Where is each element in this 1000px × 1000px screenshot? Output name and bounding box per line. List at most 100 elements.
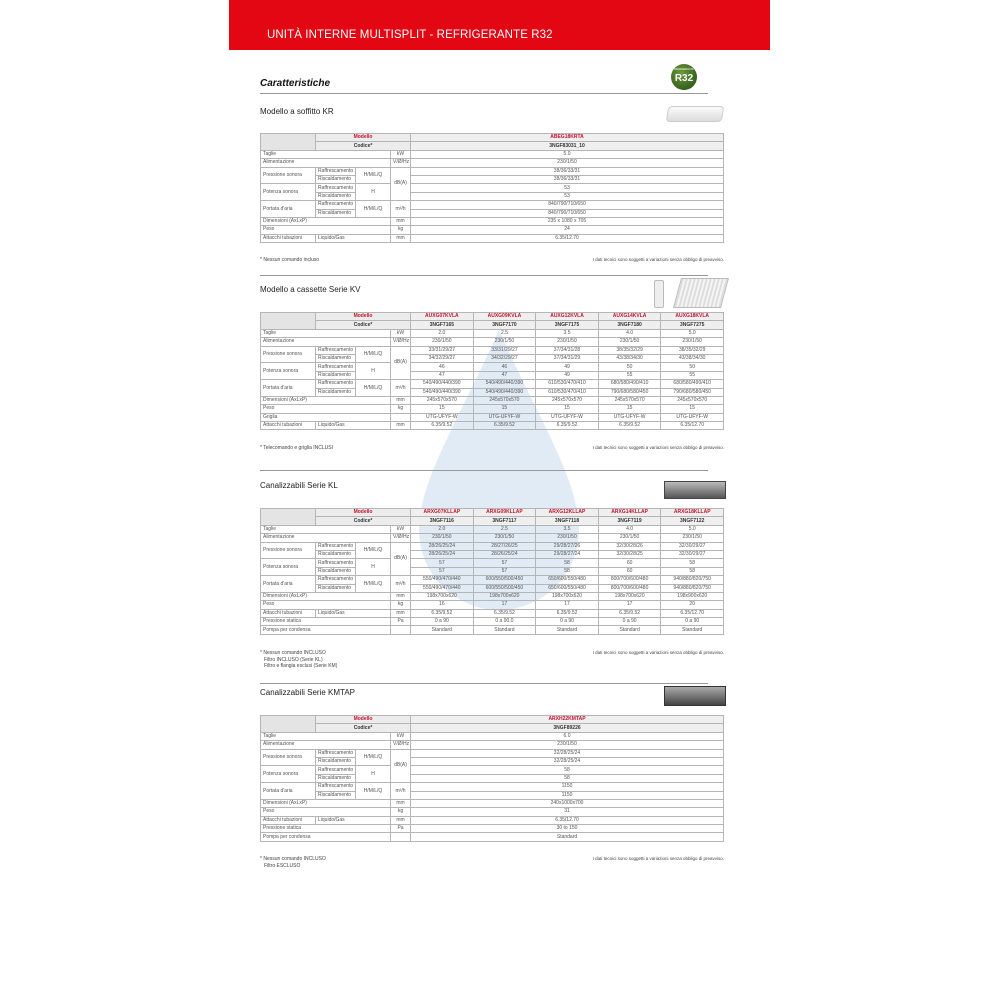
spec-value: 58 — [535, 558, 599, 568]
header-banner: UNITÀ INTERNE MULTISPLIT - REFRIGERANTE … — [229, 0, 770, 50]
divider — [260, 470, 708, 471]
spec-value: 790/680/580/450 — [660, 387, 724, 397]
row-label: Taglie — [260, 731, 391, 742]
spec-value: 540/490/440/390 — [472, 387, 537, 397]
table-row: Pressione sonora Raffrescamento H/M/L/Q dB(… — [260, 345, 724, 381]
table-row: Pompa per condensa Standard Standard Standa… — [260, 625, 724, 635]
spec-value: 790/680/580/450 — [597, 387, 662, 397]
spec-value: 230/1/50 — [410, 158, 724, 168]
spec-value: 1150 — [410, 782, 724, 792]
spec-value: 58 — [660, 566, 724, 577]
table-header-row: Modello ARXG07KLLAP ARXG09KLLAP ARXG12KLLAP… — [260, 507, 724, 526]
row-sublabel: Liquido/Gas — [315, 421, 391, 431]
row-mode: H — [355, 765, 391, 784]
row-sublabel: Raffrescamento — [315, 362, 356, 372]
header-blank-cell — [260, 133, 316, 151]
table-row: Alimentazione V/Ø/Hz 230/1/50 230/1/50 230/1… — [260, 533, 724, 543]
spec-table: Modello ABEG18KRTA Codice* 3NGF83031_10 Tagl… — [260, 132, 724, 244]
row-unit: dB(A) — [389, 541, 412, 577]
row-sublabel: Raffrescamento — [315, 541, 356, 551]
spec-value: 50 — [597, 362, 662, 372]
spec-value: 230/1/50 — [410, 740, 724, 750]
spec-value: 5.0 — [660, 328, 724, 339]
spec-value: 198x700x620 — [535, 591, 599, 602]
spec-value: UTG-UFYF-W — [535, 412, 599, 423]
row-label: Pressione sonora — [260, 345, 316, 364]
table-row: Pressione statica Pa 0 a 90 0 a 90.0 0 a 90 0… — [260, 617, 724, 627]
code-label: Codice* — [314, 516, 412, 526]
spec-value: 47 — [410, 370, 474, 381]
row-unit: mm — [389, 233, 412, 244]
spec-value: 6.35/9.52 — [410, 608, 474, 619]
row-sublabel: Riscaldamento — [315, 208, 356, 218]
table-row: Attacchi tubazioni Liquido/Gas mm 6.35/9.52… — [260, 421, 724, 431]
table-header-row: Modello ARXH22KMTAP — [260, 714, 724, 733]
row-sublabel: Liquido/Gas — [315, 233, 391, 244]
model-name: AUXG18KVLA — [660, 311, 724, 322]
table-row: Riscaldamento 57 57 58 60 58 — [261, 566, 724, 577]
table-row: Riscaldamento 550/490/470/440 600/550/500/… — [261, 583, 724, 593]
row-mode: H/M/L/Q — [355, 541, 391, 560]
divider — [260, 275, 708, 276]
spec-value: Standard — [660, 625, 724, 635]
spec-value: 2.0 — [410, 328, 474, 339]
table-row: Riscaldamento 840/790/710/650 — [261, 208, 724, 218]
product-code: 3NGF7275 — [660, 320, 724, 330]
spec-value: 2.0 — [410, 524, 474, 535]
row-label: Pressione statica — [260, 824, 391, 834]
model-name: ARXG12KLLAP — [535, 507, 599, 518]
row-label: Taglie — [260, 149, 391, 160]
disclaimer: I dati tecnici sono soggetti a variazion… — [592, 650, 724, 655]
model-name: AUXG14KVLA — [597, 311, 662, 322]
spec-value: 230/1/50 — [410, 533, 474, 543]
spec-table: Modello AUXG07KVLA AUXG09KVLA AUXG12KVLA AUX… — [260, 311, 724, 431]
spec-value: 17 — [535, 600, 599, 610]
spec-value: 34/32/29/27 — [472, 353, 537, 364]
product-code: 3NGF7118 — [535, 516, 599, 526]
row-sublabel: Riscaldamento — [315, 370, 356, 381]
row-sublabel: Raffrescamento — [315, 765, 356, 775]
spec-table: Modello ARXG07KLLAP ARXG09KLLAP ARXG12KLLAP… — [260, 507, 724, 635]
spec-value: 57 — [472, 558, 537, 568]
row-unit: Pa — [389, 824, 412, 834]
row-unit: V/Ø/Hz — [389, 158, 412, 168]
footnote-line: Filtro ESCLUSO — [264, 862, 301, 869]
spec-value: 15 — [472, 404, 537, 414]
spec-value: 230/1/50 — [535, 337, 599, 347]
spec-value: Standard — [410, 625, 474, 635]
table-row: Riscaldamento 28/26/25/24 28/26/25/24 29/28… — [261, 549, 724, 560]
row-sublabel: Liquido/Gas — [315, 815, 391, 826]
spec-value: 240x1000x700 — [410, 798, 724, 809]
section-subtitle: Modello a soffitto KR — [260, 107, 334, 116]
spec-value: 15 — [597, 404, 662, 414]
spec-value: 43/38/34/30 — [597, 353, 662, 364]
section-subtitle: Modello a cassette Serie KV — [260, 285, 361, 294]
row-unit: kg — [389, 807, 412, 817]
divider — [260, 93, 708, 94]
row-mode: H/M/L/Q — [355, 782, 391, 800]
row-sublabel: Riscaldamento — [315, 773, 356, 784]
duct-unit-kmtap-image — [664, 686, 726, 706]
row-unit: mm — [389, 216, 412, 227]
spec-value: 0 a 90 — [660, 617, 724, 627]
table-row: Riscaldamento 1150 — [261, 790, 724, 800]
row-sublabel: Riscaldamento — [315, 353, 356, 364]
footnote: * Nessun comando incluso — [260, 257, 319, 264]
spec-value: 550/490/470/440 — [410, 583, 474, 593]
table-row: Peso kg 24 — [260, 225, 724, 235]
spec-value: 31 — [410, 807, 724, 817]
model-name: ARXG14KLLAP — [597, 507, 662, 518]
spec-value: UTG-UFYF-W — [660, 412, 724, 423]
table-header-row: Codice* 3NGF7165 3NGF7170 3NGF7175 3NGF7180 3… — [261, 320, 724, 330]
row-sublabel: Raffrescamento — [315, 345, 356, 355]
spec-value: Standard — [472, 625, 537, 635]
spec-value: 49 — [535, 370, 599, 381]
spec-value: Standard — [535, 625, 599, 635]
row-label: Portata d'aria — [260, 379, 316, 397]
row-sublabel: Raffrescamento — [315, 748, 356, 758]
spec-value: 43/38/34/30 — [660, 353, 724, 364]
spec-value: 49 — [535, 362, 599, 372]
row-sublabel: Riscaldamento — [315, 549, 356, 560]
spec-value: 34/32/29/27 — [410, 353, 474, 364]
model-label: Modello — [314, 507, 412, 518]
